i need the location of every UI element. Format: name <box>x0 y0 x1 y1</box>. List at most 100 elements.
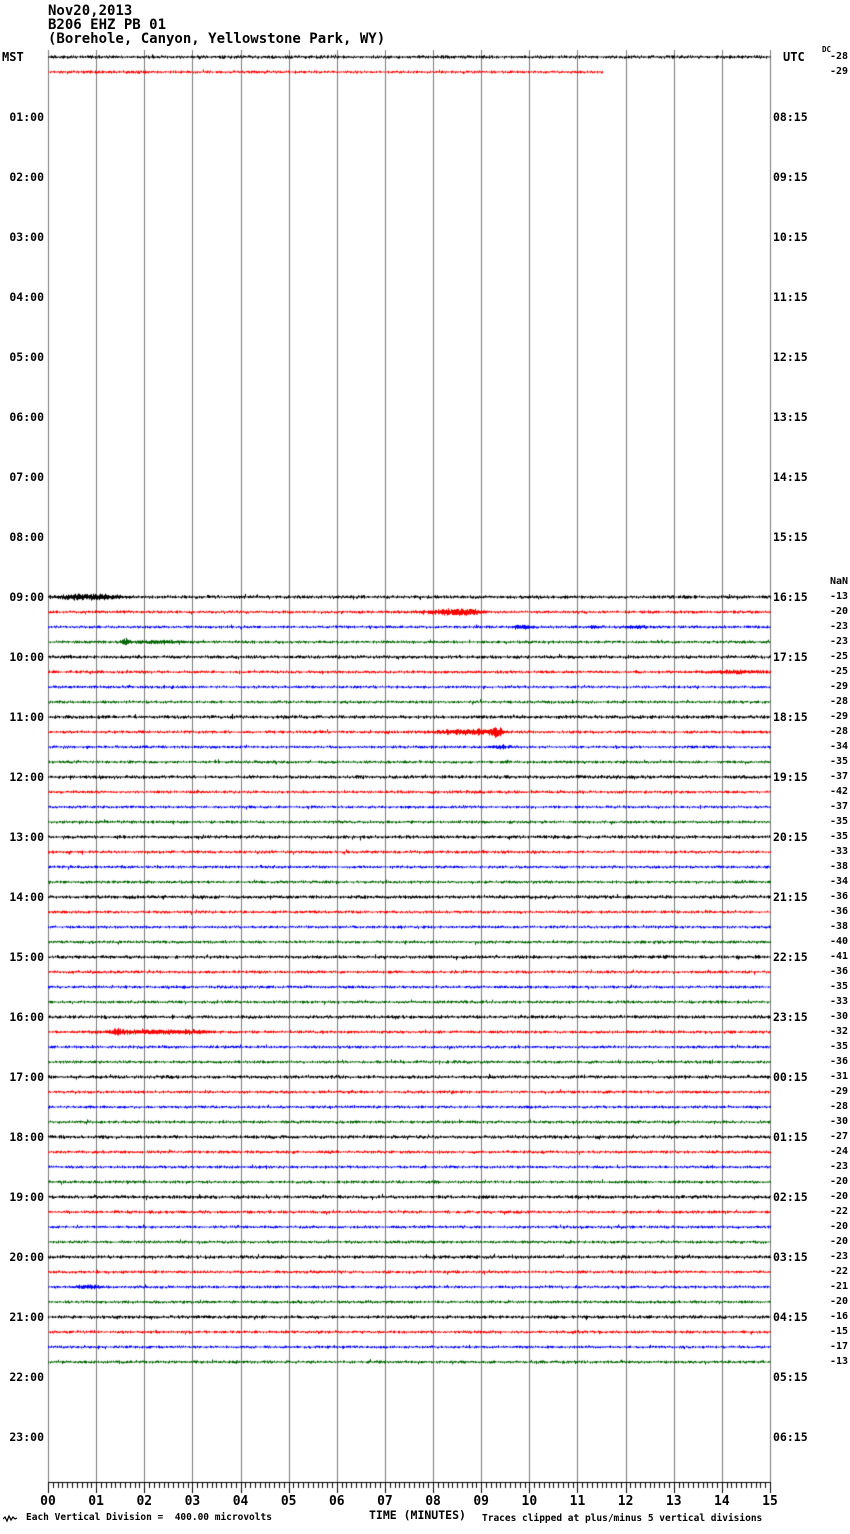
right-time-label: 03:15 <box>773 1250 808 1264</box>
right-time-label: 08:15 <box>773 110 808 124</box>
x-tick-label: 10 <box>521 1494 538 1509</box>
right-time-label: 04:15 <box>773 1310 808 1324</box>
left-time-label: 17:00 <box>9 1070 44 1084</box>
x-tick-label: 11 <box>569 1494 586 1509</box>
title-date: Nov20,2013 <box>48 3 133 19</box>
dc-offset-value: -29 <box>829 681 848 692</box>
dc-offset-value: -31 <box>829 1071 848 1082</box>
left-time-label: 23:00 <box>9 1430 44 1444</box>
dc-offset-value: -38 <box>829 861 848 872</box>
x-tick-label: 08 <box>425 1494 441 1509</box>
dc-offset-value: -29 <box>829 66 848 77</box>
dc-offset-value: -29 <box>829 711 848 722</box>
dc-offset-value: -36 <box>829 1056 848 1067</box>
left-time-label: 15:00 <box>9 950 44 964</box>
x-tick-label: 01 <box>88 1494 104 1509</box>
right-time-label: 23:15 <box>773 1010 808 1024</box>
right-time-label: 13:15 <box>773 410 808 424</box>
dc-offset-value: -37 <box>829 771 848 782</box>
right-time-label: 21:15 <box>773 890 808 904</box>
dc-offset-value: -35 <box>829 1041 848 1052</box>
right-time-label: 14:15 <box>773 470 808 484</box>
dc-offset-value: -25 <box>829 666 848 677</box>
dc-offset-value: -24 <box>829 1146 848 1157</box>
dc-offset-value: -40 <box>829 936 848 947</box>
right-time-label: 09:15 <box>773 170 808 184</box>
left-time-label: 21:00 <box>9 1310 44 1324</box>
dc-offset-value: -16 <box>829 1311 848 1322</box>
dc-offset-value: -23 <box>829 1161 848 1172</box>
right-time-label: 17:15 <box>773 650 808 664</box>
dc-offset-value: -29 <box>829 1086 848 1097</box>
dc-offset-value: -13 <box>829 591 848 602</box>
left-time-label: 06:00 <box>9 410 44 424</box>
dc-offset-value: -15 <box>829 1326 848 1337</box>
dc-offset-value: -17 <box>829 1341 848 1352</box>
right-time-label: 05:15 <box>773 1370 808 1384</box>
left-time-label: 12:00 <box>9 770 44 784</box>
title-station: B206 EHZ PB 01 <box>48 17 167 33</box>
dc-offset-value: -33 <box>829 996 848 1007</box>
right-time-label: 16:15 <box>773 590 808 604</box>
left-time-label: 10:00 <box>9 650 44 664</box>
right-time-label: 10:15 <box>773 230 808 244</box>
right-time-label: 18:15 <box>773 710 808 724</box>
dc-offset-value: -35 <box>829 831 848 842</box>
dc-offset-value: -32 <box>829 1026 848 1037</box>
right-time-label: 19:15 <box>773 770 808 784</box>
dc-offset-value: -36 <box>829 906 848 917</box>
x-tick-label: 03 <box>184 1494 201 1509</box>
dc-offset-value: -23 <box>829 1251 848 1262</box>
x-tick-label: 14 <box>714 1494 730 1509</box>
left-time-label: 19:00 <box>9 1190 44 1204</box>
x-tick-label: 05 <box>280 1494 297 1509</box>
left-time-label: 07:00 <box>9 470 44 484</box>
dc-offset-value: -37 <box>829 801 848 812</box>
dc-offset-value: -21 <box>829 1281 848 1292</box>
dc-offset-value: -23 <box>829 636 848 647</box>
right-time-label: 15:15 <box>773 530 808 544</box>
right-time-label: 11:15 <box>773 290 808 304</box>
x-tick-label: 07 <box>377 1494 393 1509</box>
left-time-label: 09:00 <box>9 590 44 604</box>
left-time-label: 08:00 <box>9 530 44 544</box>
dc-offset-value: -28 <box>829 51 848 62</box>
left-time-label: 16:00 <box>9 1010 44 1024</box>
left-time-label: 04:00 <box>9 290 44 304</box>
dc-offset-value: -23 <box>829 621 848 632</box>
right-time-label: 02:15 <box>773 1190 808 1204</box>
left-time-label: 03:00 <box>9 230 44 244</box>
dc-offset-value: -25 <box>829 651 848 662</box>
right-time-label: 06:15 <box>773 1430 808 1444</box>
x-tick-label: 06 <box>328 1494 345 1509</box>
dc-offset-value: -36 <box>829 891 848 902</box>
dc-offset-value: -20 <box>829 606 848 617</box>
left-time-label: 22:00 <box>9 1370 44 1384</box>
dc-offset-value: -35 <box>829 816 848 827</box>
dc-offset-value: -20 <box>829 1176 848 1187</box>
right-time-label: 20:15 <box>773 830 808 844</box>
dc-offset-value: -28 <box>829 696 848 707</box>
dc-offset-value: -35 <box>829 981 848 992</box>
x-axis-title: TIME (MINUTES) <box>369 1508 466 1522</box>
microvolt-wiggle-icon <box>3 1514 18 1523</box>
left-time-label: 02:00 <box>9 170 44 184</box>
left-time-label: 14:00 <box>9 890 44 904</box>
dc-offset-value: -27 <box>829 1131 848 1142</box>
dc-offset-value: -42 <box>829 786 848 797</box>
dc-offset-value: -33 <box>829 846 848 857</box>
left-time-label: 01:00 <box>9 110 44 124</box>
dc-offset-value: -28 <box>829 726 848 737</box>
dc-offset-value: -22 <box>829 1206 848 1217</box>
dc-offset-header: DC <box>822 45 832 54</box>
dc-offset-value: -20 <box>829 1221 848 1232</box>
dc-offset-value: -36 <box>829 966 848 977</box>
x-tick-label: 13 <box>665 1494 682 1509</box>
right-time-label: 01:15 <box>773 1130 808 1144</box>
x-tick-label: 04 <box>232 1494 249 1509</box>
x-tick-label: 09 <box>473 1494 490 1509</box>
left-time-label: 05:00 <box>9 350 44 364</box>
dc-offset-value: -22 <box>829 1266 848 1277</box>
dc-offset-value: -13 <box>829 1356 848 1367</box>
